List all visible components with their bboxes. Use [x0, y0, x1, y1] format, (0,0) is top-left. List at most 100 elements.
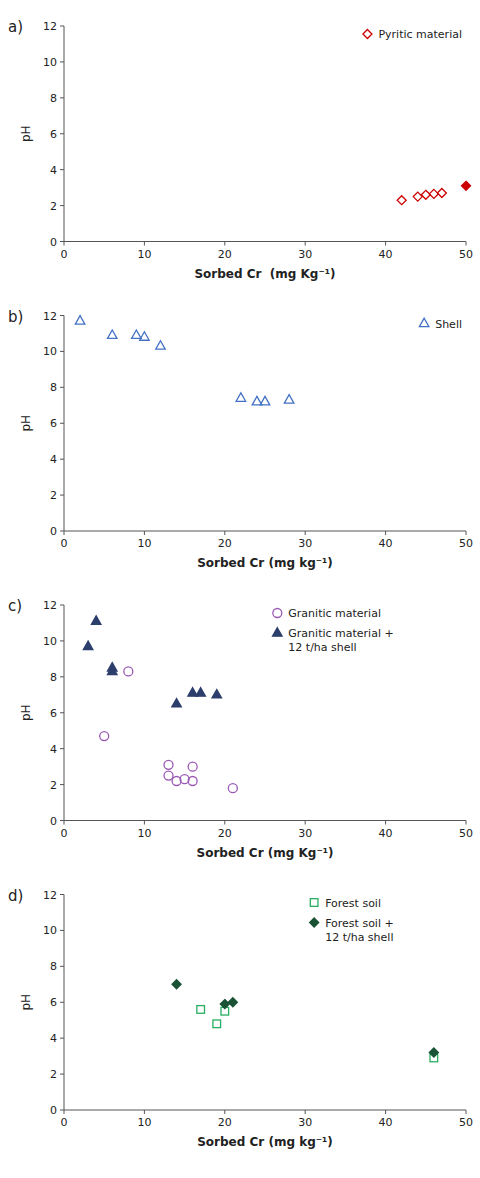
y-tick-label: 6: [50, 128, 57, 141]
y-tick: [60, 205, 64, 206]
y-tick: [60, 820, 64, 821]
y-tick: [60, 930, 64, 931]
legend-label-line: Granitic material +: [288, 627, 393, 640]
y-tick-label: 4: [50, 453, 57, 466]
y-tick-label: 2: [50, 200, 57, 213]
y-tick: [60, 1110, 64, 1111]
panel-label: c): [8, 597, 22, 615]
y-tick: [60, 894, 64, 895]
legend-marker: [273, 609, 282, 618]
y-tick-label: 2: [50, 779, 57, 792]
legend-label: Pyritic material: [378, 28, 462, 41]
x-tick-label: 50: [459, 248, 473, 261]
y-tick-label: 12: [43, 599, 57, 612]
y-tick-label: 10: [43, 635, 57, 648]
y-tick: [60, 169, 64, 170]
y-tick-label: 2: [50, 489, 57, 502]
point: [124, 667, 133, 676]
y-tick-label: 8: [50, 92, 57, 105]
y-tick-label: 0: [50, 815, 57, 828]
y-tick: [60, 315, 64, 316]
x-tick-label: 0: [61, 537, 68, 550]
y-tick: [60, 495, 64, 496]
point: [164, 760, 173, 769]
x-tick-label: 10: [137, 248, 151, 261]
x-tick: [385, 531, 386, 535]
panel: 01020304050024681012Sorbed Cr (mg Kg⁻¹)p…: [8, 597, 473, 860]
legend-label-line: Forest soil: [325, 897, 381, 910]
x-tick: [466, 531, 467, 535]
point: [212, 689, 222, 697]
legend: Granitic material Granitic material +12 t…: [273, 607, 394, 654]
x-tick: [466, 1110, 467, 1114]
legend-label-line: 12 t/ha shell: [288, 641, 356, 654]
point: [172, 698, 182, 706]
y-axis-label: pH: [19, 704, 33, 721]
x-tick-label: 30: [298, 537, 312, 550]
y-tick-label: 0: [50, 236, 57, 249]
y-tick: [60, 1038, 64, 1039]
legend-label: Granitic material +12 t/ha shell: [288, 627, 393, 654]
legend: Pyritic material: [363, 28, 462, 41]
panel-label: a): [8, 18, 23, 36]
point: [236, 393, 246, 401]
x-tick-label: 0: [61, 1116, 68, 1129]
x-tick: [385, 1110, 386, 1114]
y-axis-label: pH: [19, 125, 33, 142]
y-tick: [60, 61, 64, 62]
x-axis-label: Sorbed Cr (mg Kg⁻¹): [194, 267, 335, 281]
point: [107, 666, 117, 674]
x-tick-label: 50: [459, 1116, 473, 1129]
x-tick: [305, 821, 306, 825]
point: [132, 330, 142, 338]
point: [421, 190, 430, 199]
x-tick-label: 20: [218, 1116, 232, 1129]
point: [228, 998, 237, 1007]
y-tick-label: 12: [43, 889, 57, 902]
point: [413, 192, 422, 201]
panel: 01020304050024681012Sorbed Cr (mg kg⁻¹)p…: [8, 308, 473, 571]
x-tick-label: 40: [379, 537, 393, 550]
x-tick: [144, 531, 145, 535]
y-tick-label: 0: [50, 525, 57, 538]
y-tick-label: 12: [43, 310, 57, 323]
y-tick-label: 6: [50, 707, 57, 720]
legend-label: Shell: [435, 318, 462, 331]
x-tick: [385, 821, 386, 825]
y-tick-label: 8: [50, 671, 57, 684]
point: [91, 616, 101, 624]
x-tick: [385, 242, 386, 246]
y-tick-label: 10: [43, 345, 57, 358]
x-axis-label: Sorbed Cr (mg kg⁻¹): [197, 556, 333, 570]
legend: Shell: [419, 318, 462, 331]
point: [228, 784, 237, 793]
x-axis: [64, 531, 466, 532]
x-tick: [144, 242, 145, 246]
legend-label-line: Granitic material: [288, 607, 381, 620]
x-tick-label: 50: [459, 827, 473, 840]
x-tick-label: 50: [459, 537, 473, 550]
y-tick-label: 0: [50, 1104, 57, 1117]
x-tick-label: 0: [61, 248, 68, 261]
y-tick-label: 6: [50, 996, 57, 1009]
point: [156, 341, 166, 349]
y-tick: [60, 1074, 64, 1075]
y-tick-label: 8: [50, 381, 57, 394]
x-tick-label: 30: [298, 248, 312, 261]
point: [437, 189, 446, 198]
x-tick-label: 10: [137, 1116, 151, 1129]
legend-label: Granitic material: [288, 607, 381, 620]
x-tick: [224, 242, 225, 246]
x-tick-label: 40: [379, 1116, 393, 1129]
y-tick: [60, 387, 64, 388]
x-axis: [64, 241, 466, 242]
x-tick: [305, 1110, 306, 1114]
x-axis: [64, 1110, 466, 1111]
y-tick: [60, 351, 64, 352]
y-tick: [60, 784, 64, 785]
panel: 01020304050024681012Sorbed Cr (mg kg⁻¹)p…: [8, 887, 473, 1150]
point: [197, 1006, 205, 1014]
legend-label: Forest soil: [325, 897, 381, 910]
point: [188, 776, 197, 785]
x-tick: [305, 531, 306, 535]
